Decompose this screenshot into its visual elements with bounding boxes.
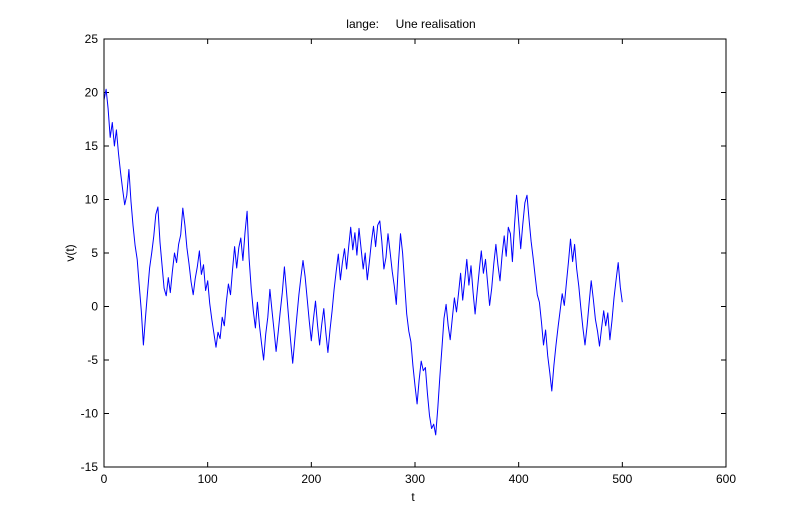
chart-title: lange: Une realisation: [346, 17, 475, 31]
y-tick-label: -15: [81, 460, 99, 474]
x-tick-label: 600: [716, 472, 736, 486]
series-line: [103, 88, 623, 436]
y-tick-label: 20: [85, 86, 99, 100]
plot-frame: [103, 38, 727, 468]
y-axis-label: v(t): [63, 244, 77, 261]
y-tick-label: 10: [85, 193, 99, 207]
x-axis-label: t: [411, 490, 415, 504]
x-tick-label: 100: [198, 472, 218, 486]
y-tick-label: -10: [81, 407, 99, 421]
x-tick-label: 0: [101, 472, 108, 486]
y-tick-label: -5: [87, 353, 98, 367]
axis-tick-labels: 0 100 200 300 400 500 600 -15 -10 -5 0 5 10 15 20 25: [81, 32, 737, 486]
y-tick-label: 15: [85, 139, 99, 153]
y-tick-label: 5: [91, 246, 98, 260]
x-tick-label: 300: [405, 472, 425, 486]
x-tick-label: 500: [612, 472, 632, 486]
x-tick-label: 200: [301, 472, 321, 486]
y-tick-label: 25: [85, 32, 99, 46]
plot-area-background: [104, 39, 726, 467]
y-tick-label: 0: [91, 300, 98, 314]
x-tick-label: 400: [509, 472, 529, 486]
